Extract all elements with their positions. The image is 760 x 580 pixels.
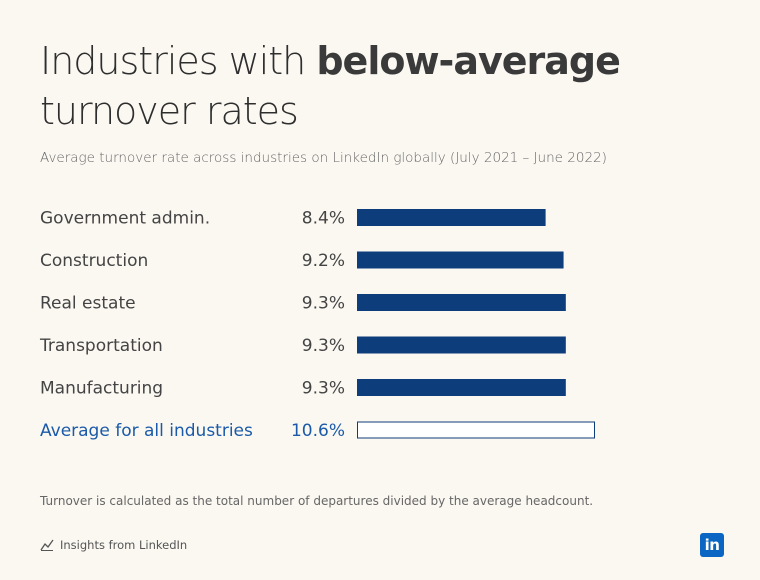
- title-bold: below-average: [316, 39, 621, 83]
- bar: [357, 379, 566, 396]
- title-regular: Industries with: [40, 39, 317, 83]
- value-label: 8.4%: [302, 209, 345, 229]
- bar: [357, 336, 566, 354]
- trend-line-icon: [40, 539, 54, 551]
- value-label: 9.2%: [302, 251, 345, 271]
- category-label: Transportation: [39, 336, 163, 356]
- category-label: Real estate: [40, 294, 136, 314]
- bar: [357, 294, 566, 311]
- bar-chart: Government admin. 8.4% Construction 9.2% Rea…: [39, 209, 595, 441]
- value-label: 9.3%: [302, 379, 345, 399]
- source-credit: Insights from LinkedIn: [40, 538, 187, 552]
- bar: [357, 209, 546, 226]
- category-label: Government admin.: [40, 209, 210, 229]
- average-bar: [357, 421, 595, 439]
- footnote: Turnover is calculated as the total numb…: [40, 494, 594, 508]
- bar: [357, 251, 564, 269]
- linkedin-logo: in: [700, 533, 724, 557]
- value-label: 10.6%: [291, 421, 345, 441]
- category-label: Average for all industries: [40, 421, 253, 441]
- source-label: Insights from LinkedIn: [60, 538, 188, 552]
- category-label: Construction: [40, 251, 148, 271]
- value-label: 9.3%: [302, 294, 345, 314]
- title-line2: turnover rates: [40, 89, 299, 133]
- chart-title: Industries with below-average turnover r…: [40, 36, 680, 136]
- chart-subtitle: Average turnover rate across industries …: [40, 150, 607, 166]
- value-label: 9.3%: [302, 336, 345, 356]
- category-label: Manufacturing: [40, 379, 163, 399]
